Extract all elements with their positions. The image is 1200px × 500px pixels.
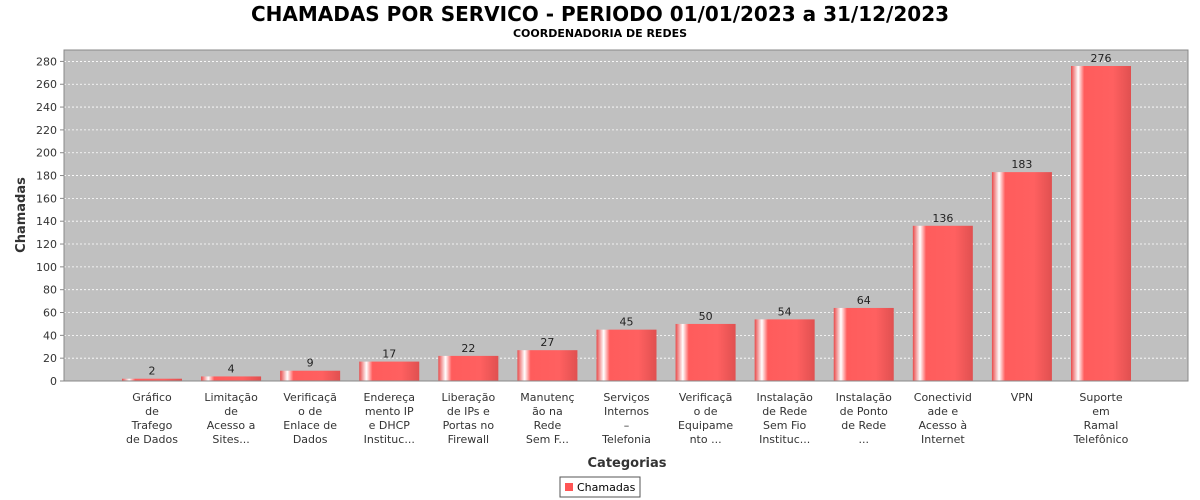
bar — [517, 350, 578, 381]
bar — [280, 370, 341, 381]
y-tick-label: 200 — [36, 147, 57, 160]
legend-label: Chamadas — [577, 481, 636, 494]
category-label: Serviços Internos – Telefonia — [601, 391, 651, 446]
category-label: Instalação de Ponto de Rede... — [836, 391, 893, 446]
y-tick-label: 0 — [50, 375, 57, 388]
category-labels: Gráfico de Trafego de Dados Limitação de Acess… — [126, 391, 1129, 446]
category-label: Endereça mento IP e DHCP Instituc... — [363, 391, 415, 446]
bar — [122, 378, 182, 381]
category-label: Verificaçã o de Equipame nto ... — [678, 391, 733, 446]
data-label: 183 — [1011, 158, 1032, 171]
category-label: VPN — [1011, 391, 1033, 404]
y-tick-label: 220 — [36, 124, 57, 137]
y-tick-label: 80 — [43, 284, 57, 297]
category-label: Instalação de Rede Sem Fio Instituc... — [757, 391, 814, 446]
x-axis-label: Categorias — [588, 456, 667, 471]
bar — [438, 355, 499, 381]
data-label: 27 — [540, 336, 554, 349]
legend-swatch — [565, 483, 573, 491]
y-tick-label: 180 — [36, 170, 57, 183]
y-tick-label: 140 — [36, 215, 57, 228]
bar — [1071, 65, 1131, 381]
legend: Chamadas — [559, 476, 641, 498]
data-label: 136 — [932, 212, 953, 225]
bar — [359, 361, 420, 381]
bars — [122, 65, 1131, 381]
bar — [991, 172, 1052, 381]
bar — [201, 376, 262, 381]
data-label: 4 — [228, 362, 235, 375]
category-label: Suporte em Ramal Telefônico — [1073, 391, 1129, 446]
y-axis-ticks: 0 20 40 60 80 100 120 140 160 180 200 220 240 260 280 — [36, 55, 64, 388]
category-label: Conectivid ade e Acesso à Internet — [914, 391, 972, 446]
data-label: 276 — [1091, 52, 1112, 65]
data-label: 2 — [149, 365, 156, 378]
bar — [596, 329, 657, 381]
y-tick-label: 260 — [36, 78, 57, 91]
bar — [833, 307, 894, 381]
data-label: 45 — [620, 316, 634, 329]
data-label: 17 — [382, 348, 396, 361]
category-label: Limitação de Acesso a Sites... — [204, 391, 258, 446]
category-label: Gráfico de Trafego de Dados — [126, 391, 178, 446]
y-tick-label: 240 — [36, 101, 57, 114]
data-label: 50 — [699, 310, 713, 323]
data-label: 22 — [461, 342, 475, 355]
y-tick-label: 60 — [43, 307, 57, 320]
y-tick-label: 40 — [43, 329, 57, 342]
bar — [912, 225, 973, 381]
category-label: Manutenç ão na Rede Sem F... — [520, 391, 574, 446]
category-label: Liberação de IPs e Portas no Firewall — [441, 391, 495, 446]
legend-box — [559, 476, 641, 498]
bar — [754, 319, 815, 381]
chart-title: CHAMADAS POR SERVICO - PERIODO 01/01/202… — [251, 2, 949, 26]
y-tick-label: 100 — [36, 261, 57, 274]
y-axis-label: Chamadas — [14, 177, 29, 253]
data-label: 54 — [778, 305, 792, 318]
y-tick-label: 160 — [36, 192, 57, 205]
y-tick-label: 280 — [36, 55, 57, 68]
y-tick-label: 20 — [43, 352, 57, 365]
category-label: Verificaçã o de Enlace de Dados — [283, 391, 337, 446]
data-label: 9 — [307, 357, 314, 370]
data-labels: 2 4 9 17 22 27 45 50 54 64 136 183 276 — [149, 52, 1112, 378]
chart-subtitle: COORDENADORIA DE REDES — [513, 27, 687, 40]
y-tick-label: 120 — [36, 238, 57, 251]
data-label: 64 — [857, 294, 871, 307]
bar — [675, 323, 736, 381]
